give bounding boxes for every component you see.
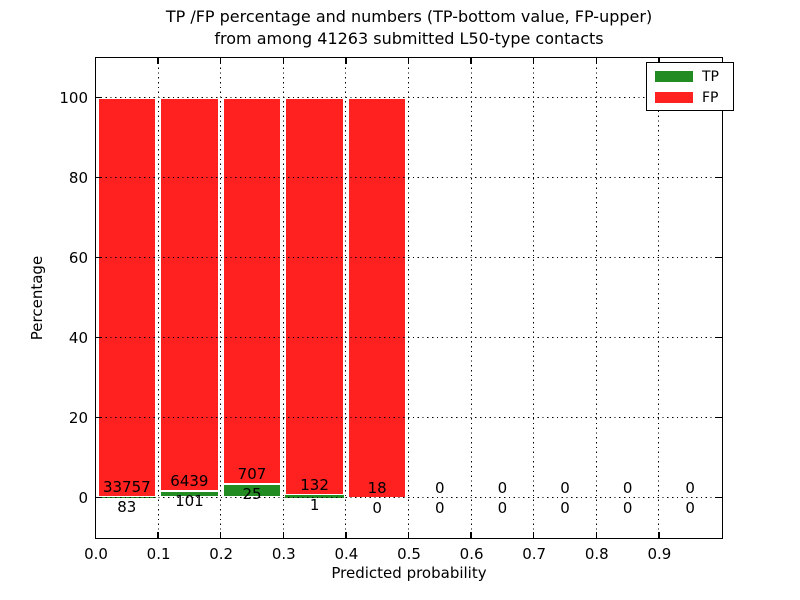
- x-tick-label-0.0: 0.0: [84, 545, 108, 563]
- grid-line-x-0.2: [220, 57, 222, 538]
- grid-line-x-0.8: [595, 57, 597, 538]
- tp-count-label-4: 0: [372, 498, 382, 517]
- legend-swatch-fp: [655, 92, 693, 103]
- x-tick-label-0.7: 0.7: [522, 545, 547, 563]
- bar-fp-1: [160, 97, 219, 492]
- x-tick-top-0.7: [532, 57, 535, 64]
- bar-fp-0: [97, 97, 157, 497]
- y-tick-right-0: [715, 496, 722, 499]
- y-tick-right-80: [715, 176, 722, 179]
- tp-count-label-5: 0: [435, 498, 445, 517]
- x-tick-label-0.1: 0.1: [146, 545, 171, 563]
- x-tick-top-0.6: [470, 57, 472, 64]
- x-tick-label-0.6: 0.6: [459, 545, 484, 563]
- fp-count-label-9: 0: [685, 478, 695, 497]
- x-tick-label-0.3: 0.3: [271, 545, 296, 563]
- tp-count-label-2: 25: [242, 484, 262, 503]
- legend-label-tp: TP: [702, 68, 719, 85]
- x-tick-bottom-0.2: [219, 531, 222, 538]
- y-tick-left-80: [95, 176, 102, 179]
- chart-title-line1: TP /FP percentage and numbers (TP-bottom…: [165, 7, 653, 26]
- y-tick-label-80: 80: [68, 169, 88, 187]
- grid-line-x-0.9: [658, 57, 660, 538]
- y-tick-label-0: 0: [78, 489, 88, 507]
- grid-line-x-0.0: [95, 57, 96, 538]
- fp-count-label-0: 33757: [102, 477, 151, 496]
- grid-line-x-0.1: [157, 57, 159, 538]
- x-tick-top-0.3: [282, 57, 285, 64]
- tp-count-label-1: 101: [175, 492, 204, 511]
- x-tick-label-0.2: 0.2: [209, 545, 234, 563]
- legend-item-tp: TP: [655, 68, 727, 85]
- y-tick-label-60: 60: [68, 249, 88, 267]
- fp-count-label-5: 0: [435, 478, 445, 497]
- fp-count-label-2: 707: [237, 464, 267, 483]
- fp-count-label-6: 0: [497, 478, 508, 497]
- x-tick-bottom-0.5: [407, 531, 410, 538]
- grid-line-x-0.4: [345, 57, 347, 538]
- bar-fp-2: [222, 97, 282, 484]
- legend-label-fp: FP: [702, 89, 719, 106]
- x-tick-top-0.5: [407, 57, 410, 64]
- y-tick-right-20: [715, 416, 722, 419]
- x-tick-top-0.9: [658, 57, 660, 64]
- y-tick-right-40: [715, 336, 722, 339]
- bar-tp-3: [285, 494, 344, 498]
- tp-count-label-7: 0: [560, 498, 570, 517]
- fp-count-label-3: 132: [300, 475, 329, 494]
- y-tick-left-0: [95, 496, 102, 499]
- fp-count-label-7: 0: [560, 478, 570, 497]
- grid-line-x-0.6: [470, 57, 472, 538]
- grid-line-x-0.7: [533, 57, 535, 538]
- bar-tp-2: [222, 483, 282, 498]
- y-tick-label-100: 100: [59, 89, 88, 107]
- x-tick-bottom-0.0: [94, 531, 97, 538]
- y-tick-label-20: 20: [68, 409, 88, 427]
- y-tick-left-100: [95, 96, 102, 99]
- fp-count-label-1: 6439: [170, 472, 209, 491]
- legend-swatch-tp: [655, 71, 693, 82]
- x-tick-label-0.8: 0.8: [584, 545, 609, 563]
- fp-count-label-4: 18: [367, 478, 387, 497]
- grid-line-x-0.3: [282, 57, 284, 538]
- x-tick-top-0.4: [345, 57, 347, 64]
- x-tick-top-0.2: [219, 57, 222, 64]
- x-tick-top-0.0: [94, 57, 97, 64]
- x-tick-bottom-0.4: [345, 531, 347, 538]
- y-tick-label-40: 40: [68, 329, 88, 347]
- legend-item-fp: FP: [655, 89, 727, 106]
- tp-count-label-6: 0: [497, 498, 508, 517]
- x-tick-bottom-0.1: [157, 531, 159, 538]
- y-tick-right-60: [715, 256, 722, 259]
- x-tick-top-0.1: [157, 57, 159, 64]
- x-tick-top-0.8: [595, 57, 598, 64]
- bar-fp-3: [285, 97, 344, 495]
- x-tick-bottom-0.9: [658, 531, 660, 538]
- bar-tp-1: [160, 491, 219, 498]
- x-tick-bottom-0.3: [282, 531, 285, 538]
- y-tick-left-40: [95, 336, 102, 339]
- legend: TP FP: [646, 62, 734, 111]
- tp-count-label-3: 1: [309, 495, 320, 514]
- y-tick-left-60: [95, 256, 102, 259]
- tp-count-label-0: 83: [117, 497, 137, 516]
- tp-count-label-8: 0: [622, 498, 633, 517]
- x-tick-label-0.9: 0.9: [647, 545, 672, 563]
- chart-title: TP /FP percentage and numbers (TP-bottom…: [96, 6, 722, 50]
- tp-count-label-9: 0: [685, 498, 695, 517]
- x-tick-label-0.4: 0.4: [334, 545, 359, 563]
- y-tick-left-20: [95, 416, 102, 419]
- x-tick-bottom-0.8: [595, 531, 598, 538]
- x-tick-label-0.5: 0.5: [397, 545, 421, 563]
- plot-area: 33757 83 6439 101 707 25 132 1 18 0 0 0 0 0 0 0 0 0 0 0: [94, 56, 723, 539]
- x-tick-bottom-0.6: [470, 531, 472, 538]
- grid-line-x-0.5: [408, 57, 409, 538]
- chart-title-line2: from among 41263 submitted L50-type cont…: [214, 29, 604, 48]
- bar-fp-4: [347, 97, 407, 498]
- fp-count-label-8: 0: [622, 478, 633, 497]
- x-axis-label: Predicted probability: [331, 564, 487, 582]
- x-tick-bottom-0.7: [532, 531, 535, 538]
